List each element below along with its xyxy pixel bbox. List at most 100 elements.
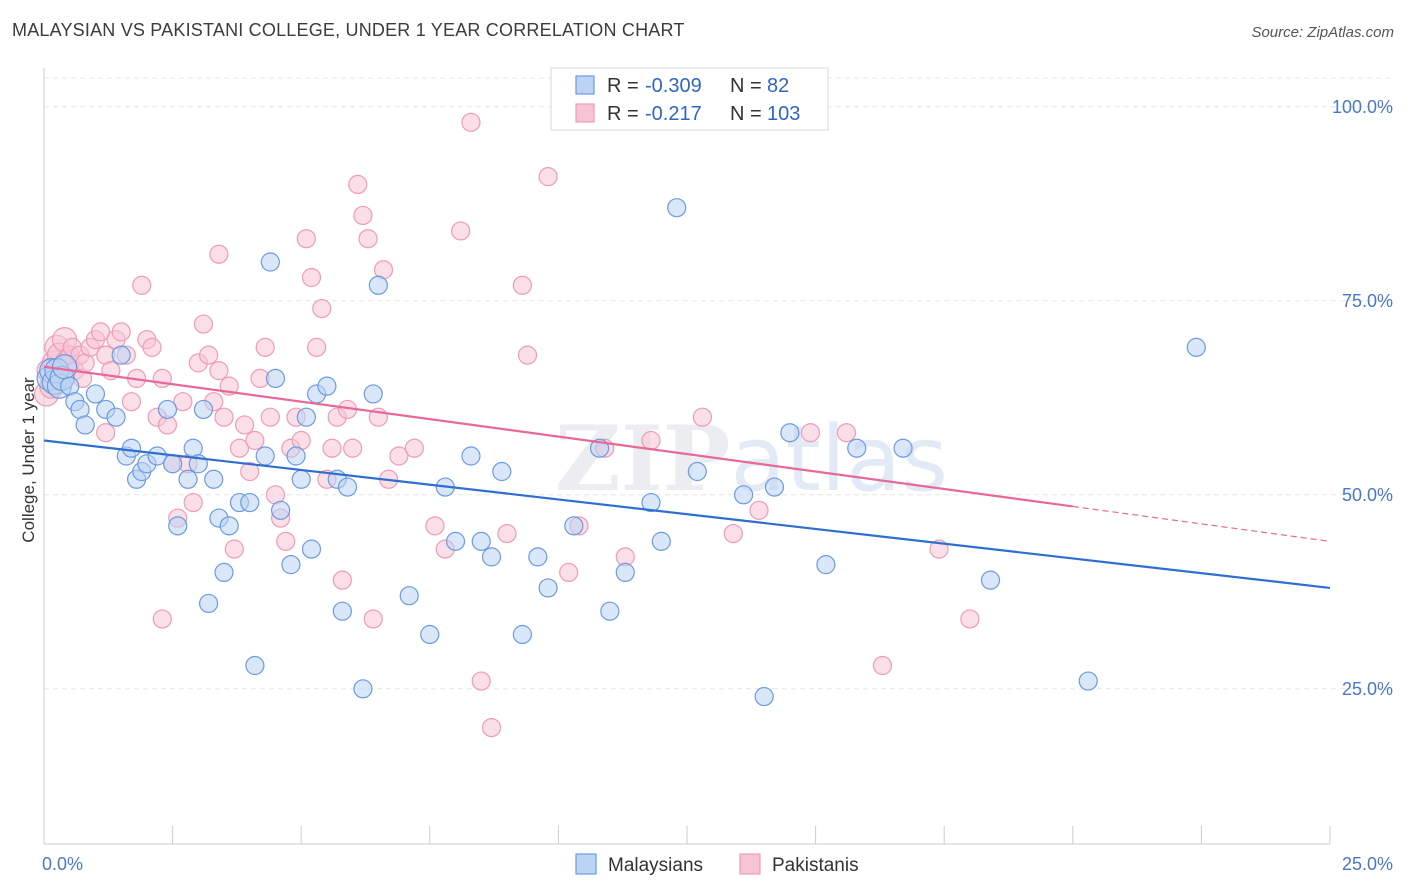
- pakistani-point-76: [425, 516, 445, 536]
- bottom-legend-label-pakistanis: Pakistanis: [772, 855, 859, 876]
- malaysian-point-43: [296, 407, 316, 427]
- pakistani-point-97: [872, 655, 893, 676]
- malaysian-point-40: [281, 555, 301, 575]
- trend-layer: [43, 365, 1331, 590]
- pakistani-point-68: [353, 205, 373, 226]
- bottom-legend-label-malaysians: Malaysians: [608, 855, 703, 876]
- malaysian-point-72: [733, 485, 754, 505]
- malaysian-point-59: [481, 547, 502, 567]
- malaysian-point-54: [420, 624, 440, 645]
- pakistani-point-50: [260, 407, 280, 427]
- malaysian-point-16: [121, 438, 142, 458]
- pakistani-point-85: [538, 167, 558, 187]
- malaysian-point-71: [687, 461, 707, 482]
- malaysian-point-66: [600, 601, 620, 621]
- label-layer: 25.0% 50.0% 75.0% 100.0% 0.0% 25.0% College, U…: [19, 97, 1393, 874]
- pakistani-point-25: [132, 275, 152, 295]
- pakistani-point-93: [723, 523, 743, 544]
- malaysian-point-46: [317, 376, 337, 396]
- legend-swatch-pakistanis: [575, 103, 595, 123]
- pakistani-point-66: [343, 438, 363, 458]
- malaysian-point-61: [512, 624, 532, 645]
- pakistani-point-35: [183, 492, 203, 513]
- legend-n-value: 103: [767, 103, 800, 125]
- pakistani-point-57: [296, 229, 316, 249]
- legend-n-label: N =: [730, 75, 762, 97]
- bottom-legend-swatch-pakistanis: [739, 853, 761, 875]
- malaysian-point-36: [255, 446, 275, 466]
- malaysian-point-27: [193, 399, 214, 420]
- malaysian-point-6: [51, 354, 78, 380]
- pakistani-point-69: [358, 229, 378, 249]
- pakistani-point-79: [461, 112, 481, 132]
- malaysian-point-52: [368, 275, 388, 295]
- malaysian-point-50: [353, 679, 373, 699]
- pakistani-point-43: [224, 539, 244, 559]
- pakistani-point-95: [800, 423, 821, 443]
- x-tick-label: 0.0%: [42, 854, 83, 874]
- malaysian-point-80: [1078, 671, 1098, 691]
- pakistani-point-62: [322, 438, 342, 458]
- malaysian-point-21: [157, 399, 178, 420]
- malaysian-point-28: [199, 593, 219, 614]
- y-tick-label: 75.0%: [1342, 291, 1393, 311]
- pakistani-trend-extension: [1072, 505, 1331, 542]
- pakistani-point-40: [209, 361, 229, 381]
- legend-r-value: -0.309: [645, 75, 702, 97]
- malaysian-point-29: [204, 469, 224, 489]
- malaysian-point-58: [471, 531, 491, 551]
- pakistani-point-84: [517, 345, 538, 365]
- malaysian-point-68: [641, 492, 661, 513]
- legend-r-label: R =: [607, 103, 639, 125]
- pakistani-point-83: [512, 275, 532, 295]
- pakistani-point-80: [471, 671, 491, 691]
- pakistani-point-100: [152, 609, 172, 629]
- malaysian-point-34: [240, 492, 260, 513]
- legend-box: [550, 67, 829, 131]
- malaysian-point-69: [651, 531, 671, 551]
- malaysian-point-11: [85, 384, 106, 404]
- pakistani-point-82: [497, 523, 517, 544]
- malaysian-point-74: [764, 477, 785, 497]
- pakistani-point-90: [641, 430, 661, 451]
- malaysian-point-48: [332, 601, 352, 621]
- y-axis-title: College, Under 1 year: [19, 377, 38, 543]
- points-layer: [33, 97, 1206, 738]
- malaysian-point-78: [893, 438, 913, 458]
- pakistani-point-41: [214, 407, 234, 427]
- legend-n-label: N =: [730, 103, 762, 125]
- pakistani-point-75: [404, 438, 424, 458]
- pakistani-point-70: [363, 609, 383, 629]
- malaysian-point-60: [492, 461, 512, 482]
- malaysian-trend-line: [43, 439, 1331, 590]
- axis-layer: [43, 68, 1331, 845]
- pakistani-point-38: [199, 345, 219, 365]
- malaysian-point-51: [363, 384, 383, 404]
- pakistani-point-102: [209, 244, 229, 264]
- legend-r-value: -0.217: [645, 103, 702, 125]
- malaysian-point-10: [75, 415, 95, 435]
- pakistani-point-47: [245, 430, 265, 451]
- pakistani-point-27: [142, 337, 162, 357]
- malaysian-point-14: [111, 345, 131, 365]
- pakistani-trend-line: [43, 365, 1073, 508]
- legend-r-label: R =: [607, 75, 639, 97]
- malaysian-point-13: [106, 407, 126, 427]
- y-tick-label: 100.0%: [1332, 97, 1393, 117]
- malaysian-point-75: [780, 423, 800, 443]
- pakistani-point-21: [111, 322, 131, 342]
- chart-title: MALAYSIAN VS PAKISTANI COLLEGE, UNDER 1 …: [12, 20, 685, 40]
- malaysian-point-24: [178, 469, 198, 489]
- malaysian-point-39: [271, 500, 291, 520]
- legend-swatch-malaysians: [575, 75, 595, 95]
- pakistani-point-49: [255, 337, 275, 357]
- pakistani-point-99: [960, 609, 980, 629]
- pakistani-point-78: [451, 221, 471, 241]
- malaysian-point-73: [754, 686, 774, 707]
- watermark-atlas: atlas: [730, 407, 948, 512]
- malaysian-point-64: [564, 516, 584, 536]
- malaysian-point-77: [847, 438, 867, 458]
- legend: R = -0.309 N = 82 R = -0.217 N = 103: [550, 67, 829, 131]
- pakistani-point-94: [749, 500, 769, 520]
